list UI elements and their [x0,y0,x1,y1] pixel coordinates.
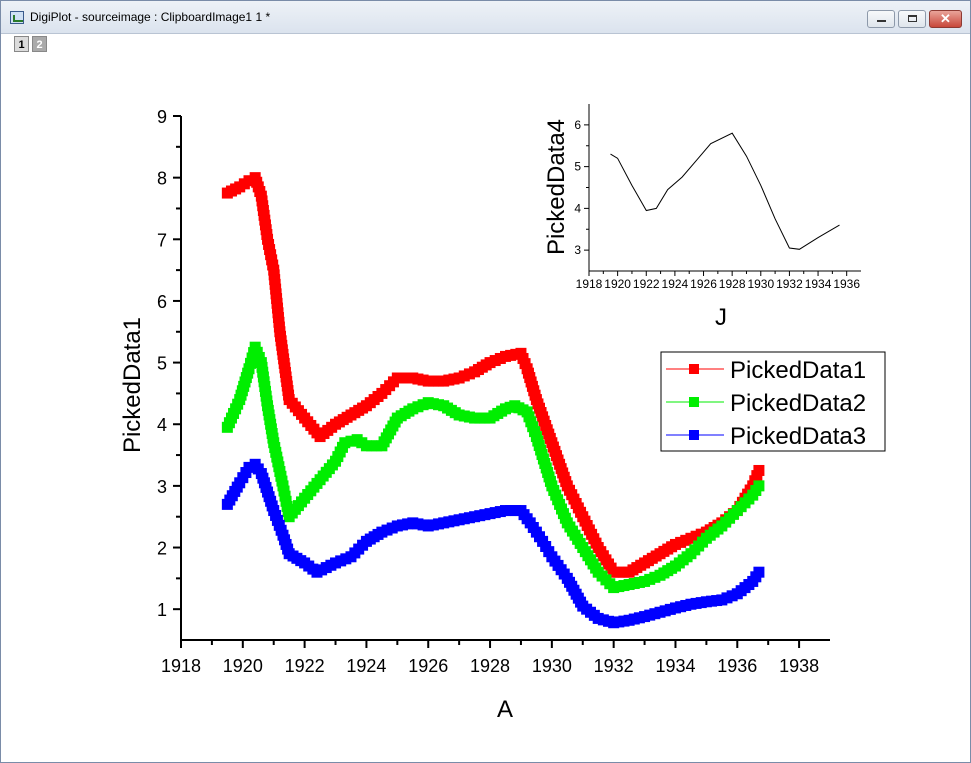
main-y-tick-label: 3 [157,477,167,497]
inset-y-tick-label: 5 [574,160,581,174]
close-button[interactable]: ✕ [929,10,962,28]
main-plot: 1918 1920 1922 1924 1926 1928 1930 1932 1934 1936… [119,107,830,723]
data-point [243,175,255,187]
main-axes: 1918 1920 1922 1924 1926 1928 1930 1932 1934 1936… [157,107,830,676]
page-tab-1[interactable]: 1 [14,36,29,52]
inset-y-tick-label: 4 [574,201,581,215]
main-x-tick-label: 1934 [655,656,695,676]
window-title: DigiPlot - sourceimage : ClipboardImage1… [30,10,271,24]
inset-axes: 1918 1920 1922 1924 1926 1928 1930 1932 1934 1936… [574,104,861,291]
data-point [753,464,765,476]
data-point [339,437,351,449]
series-PickedData2 [221,341,765,594]
maximize-icon [908,15,917,22]
inset-plot: 1918 1920 1922 1924 1926 1928 1930 1932 1934 1936… [543,104,861,331]
title-bar[interactable]: DigiPlot - sourceimage : ClipboardImage1… [1,1,970,34]
main-x-tick-label: 1920 [223,656,263,676]
main-y-tick-label: 7 [157,230,167,250]
minimize-icon [877,20,886,22]
series-PickedData4-line [610,132,840,250]
inset-x-axis-label: J [715,304,727,331]
main-y-tick-label: 5 [157,354,167,374]
inset-x-tick-label: 1924 [662,277,689,291]
close-icon: ✕ [940,11,951,26]
minimize-button[interactable] [867,10,895,28]
main-y-tick-label: 9 [157,107,167,127]
data-point [753,480,765,492]
inset-y-tick-label: 3 [574,243,581,257]
main-series-layer [221,172,765,629]
inset-x-tick-label: 1922 [633,277,660,291]
inset-x-tick-label: 1928 [719,277,746,291]
legend-entries: PickedData1 PickedData2 PickedData3 [666,357,866,450]
app-icon[interactable] [10,11,24,24]
legend-marker [689,364,699,374]
main-y-tick-label: 8 [157,169,167,189]
main-y-tick-label: 4 [157,415,167,435]
inset-x-tick-label: 1932 [776,277,803,291]
inset-x-tick-label: 1926 [690,277,717,291]
inset-x-tick-label: 1930 [747,277,774,291]
main-x-tick-label: 1924 [346,656,386,676]
legend-label: PickedData3 [730,423,866,450]
series-PickedData3 [221,458,765,629]
inset-x-tick-label: 1936 [833,277,860,291]
inset-x-tick-label: 1934 [805,277,832,291]
main-y-tick-label: 1 [157,600,167,620]
main-x-tick-label: 1918 [161,656,201,676]
legend-label: PickedData1 [730,357,866,384]
legend-marker [689,397,699,407]
page-tab-2[interactable]: 2 [32,36,47,52]
data-point [243,461,255,473]
main-x-tick-label: 1932 [594,656,634,676]
data-point [345,435,357,447]
legend: PickedData1 PickedData2 PickedData3 [660,351,886,452]
main-x-tick-label: 1922 [285,656,325,676]
inset-series-layer [610,132,840,250]
main-x-tick-label: 1938 [779,656,819,676]
legend-label: PickedData2 [730,390,866,417]
inset-x-tick-label: 1920 [604,277,631,291]
legend-marker [689,430,699,440]
main-x-tick-label: 1936 [717,656,757,676]
main-x-tick-label: 1928 [470,656,510,676]
inset-y-tick-label: 6 [574,118,581,132]
inset-x-tick-label: 1918 [576,277,603,291]
main-y-tick-label: 6 [157,292,167,312]
main-x-tick-label: 1930 [532,656,572,676]
data-point [753,566,765,578]
main-y-axis-label: PickedData1 [119,317,146,453]
maximize-button[interactable] [898,10,926,28]
main-x-axis-label: A [497,696,513,723]
main-x-tick-label: 1926 [408,656,448,676]
main-y-tick-label: 2 [157,539,167,559]
inset-y-axis-label: PickedData4 [543,119,570,255]
